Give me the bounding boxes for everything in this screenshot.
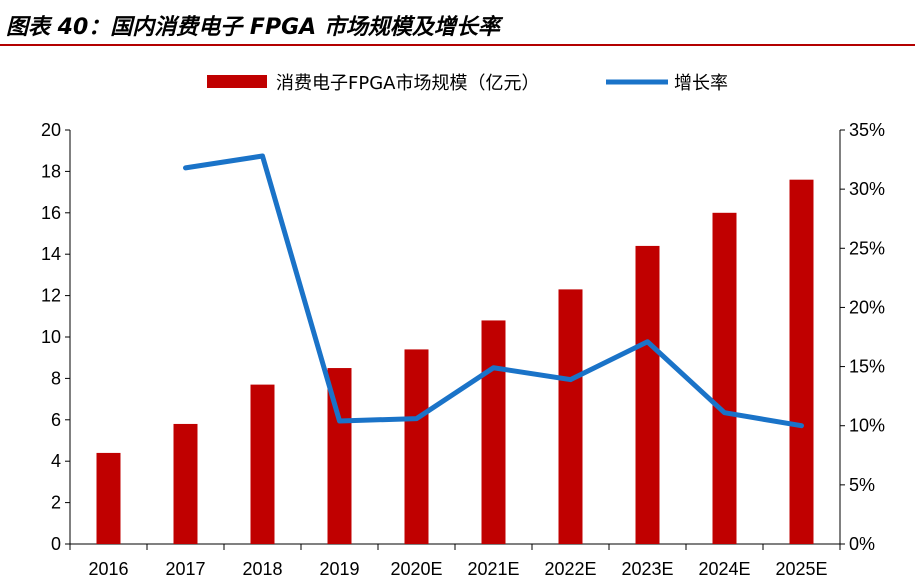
y-left-tick-label: 8 xyxy=(51,368,61,388)
y-left-tick-label: 14 xyxy=(41,244,61,264)
bar xyxy=(635,245,660,545)
bars xyxy=(96,179,814,545)
bar xyxy=(481,320,506,544)
y-left-tick-label: 20 xyxy=(41,120,61,140)
y-right-tick-label: 15% xyxy=(849,357,885,377)
y-right-tick-label: 30% xyxy=(849,179,885,199)
bar xyxy=(173,423,198,544)
x-tick-label: 2022E xyxy=(544,559,596,579)
bar xyxy=(250,384,275,544)
x-tick-label: 2017 xyxy=(165,559,205,579)
y-left-tick-label: 0 xyxy=(51,534,61,554)
y-left-tick-label: 6 xyxy=(51,410,61,430)
x-tick-label: 2018 xyxy=(242,559,282,579)
growth-line-series xyxy=(183,153,804,429)
bar xyxy=(96,452,121,544)
legend-line-label: 增长率 xyxy=(674,73,728,94)
x-tick-label: 2025E xyxy=(775,559,827,579)
y-right-tick-label: 35% xyxy=(849,120,885,140)
bar xyxy=(712,212,737,545)
bar xyxy=(558,289,583,544)
x-tick-label: 2023E xyxy=(621,559,673,579)
x-tick-label: 2021E xyxy=(467,559,519,579)
axes: 0 2 4 6 8 10 12 14 16 18 20 0% 5% 10% 15% 20% 25% 30% 35% 2… xyxy=(41,120,885,579)
y-right-tick-label: 25% xyxy=(849,238,885,258)
legend-bar-label: 消费电子FPGA市场规模（亿元） xyxy=(276,73,539,94)
y-right-tick-label: 5% xyxy=(849,475,875,495)
bar xyxy=(404,349,429,544)
y-left-tick-label: 10 xyxy=(41,327,61,347)
bar xyxy=(789,179,814,544)
y-left-tick-label: 2 xyxy=(51,493,61,513)
y-left-tick-label: 18 xyxy=(41,161,61,181)
title-bar: 图表 40：国内消费电子 FPGA 市场规模及增长率 xyxy=(0,0,915,46)
y-right-tick-label: 10% xyxy=(849,416,885,436)
x-tick-label: 2016 xyxy=(88,559,128,579)
y-right-tick-label: 20% xyxy=(849,297,885,317)
x-tick-label: 2019 xyxy=(319,559,359,579)
x-tick-label: 2024E xyxy=(698,559,750,579)
y-right-tick-label: 0% xyxy=(849,534,875,554)
x-tick-label: 2020E xyxy=(390,559,442,579)
y-left-tick-label: 12 xyxy=(41,286,61,306)
legend: 消费电子FPGA市场规模（亿元） 增长率 xyxy=(207,73,728,94)
legend-bar-swatch xyxy=(207,75,267,88)
y-left-tick-label: 16 xyxy=(41,203,61,223)
title-divider xyxy=(0,44,915,46)
figure-title: 图表 40：国内消费电子 FPGA 市场规模及增长率 xyxy=(6,15,500,40)
y-left-tick-label: 4 xyxy=(51,451,61,471)
